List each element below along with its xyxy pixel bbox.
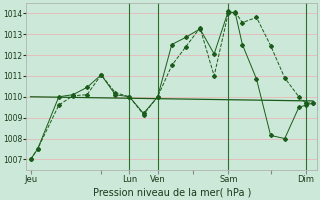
X-axis label: Pression niveau de la mer( hPa ): Pression niveau de la mer( hPa ) [92, 187, 251, 197]
